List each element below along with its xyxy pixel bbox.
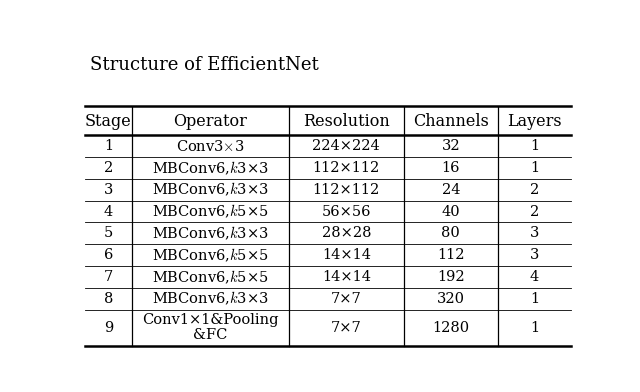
Text: 1: 1: [104, 139, 113, 153]
Text: Stage: Stage: [85, 113, 132, 130]
Text: 28×28: 28×28: [321, 226, 371, 240]
Text: 1: 1: [530, 139, 539, 153]
Text: 1: 1: [530, 161, 539, 175]
Text: MBConv6,$k$5×5: MBConv6,$k$5×5: [152, 268, 269, 285]
Text: 3: 3: [530, 226, 539, 240]
Text: 8: 8: [104, 292, 113, 306]
Text: 1280: 1280: [432, 321, 469, 335]
Text: MBConv6,$k$3×3: MBConv6,$k$3×3: [152, 225, 269, 242]
Text: 112×112: 112×112: [313, 161, 380, 175]
Text: Operator: Operator: [173, 113, 247, 130]
Text: 14×14: 14×14: [322, 270, 371, 284]
Text: 32: 32: [442, 139, 460, 153]
Text: 9: 9: [104, 321, 113, 335]
Text: Layers: Layers: [507, 113, 562, 130]
Text: 1: 1: [530, 321, 539, 335]
Text: 7: 7: [104, 270, 113, 284]
Text: 5: 5: [104, 226, 113, 240]
Text: MBConv6,$k$5×5: MBConv6,$k$5×5: [152, 247, 269, 264]
Text: Conv1×1&Pooling: Conv1×1&Pooling: [142, 314, 278, 327]
Text: 1: 1: [530, 292, 539, 306]
Text: 80: 80: [442, 226, 460, 240]
Text: Channels: Channels: [413, 113, 489, 130]
Text: 14×14: 14×14: [322, 248, 371, 262]
Text: 56×56: 56×56: [321, 205, 371, 218]
Text: MBConv6,$k$5×5: MBConv6,$k$5×5: [152, 203, 269, 220]
Text: 2: 2: [530, 183, 539, 197]
Text: 4: 4: [530, 270, 539, 284]
Text: MBConv6,$k$3×3: MBConv6,$k$3×3: [152, 290, 269, 307]
Text: 2: 2: [104, 161, 113, 175]
Text: 6: 6: [104, 248, 113, 262]
Text: Structure of EfficientNet: Structure of EfficientNet: [90, 56, 319, 74]
Text: Resolution: Resolution: [303, 113, 390, 130]
Text: Conv3$\times$3: Conv3$\times$3: [176, 139, 244, 154]
Text: 24: 24: [442, 183, 460, 197]
Text: 192: 192: [437, 270, 465, 284]
Text: MBConv6,$k$3×3: MBConv6,$k$3×3: [152, 159, 269, 177]
Text: &FC: &FC: [193, 328, 228, 342]
Text: 7×7: 7×7: [331, 321, 362, 335]
Text: 320: 320: [437, 292, 465, 306]
Text: 7×7: 7×7: [331, 292, 362, 306]
Text: 40: 40: [442, 205, 460, 218]
Text: 3: 3: [530, 248, 539, 262]
Text: MBConv6,$k$3×3: MBConv6,$k$3×3: [152, 181, 269, 198]
Text: 224×224: 224×224: [312, 139, 380, 153]
Text: 112: 112: [437, 248, 465, 262]
Text: 112×112: 112×112: [313, 183, 380, 197]
Text: 3: 3: [104, 183, 113, 197]
Text: 4: 4: [104, 205, 113, 218]
Text: 16: 16: [442, 161, 460, 175]
Text: 2: 2: [530, 205, 539, 218]
